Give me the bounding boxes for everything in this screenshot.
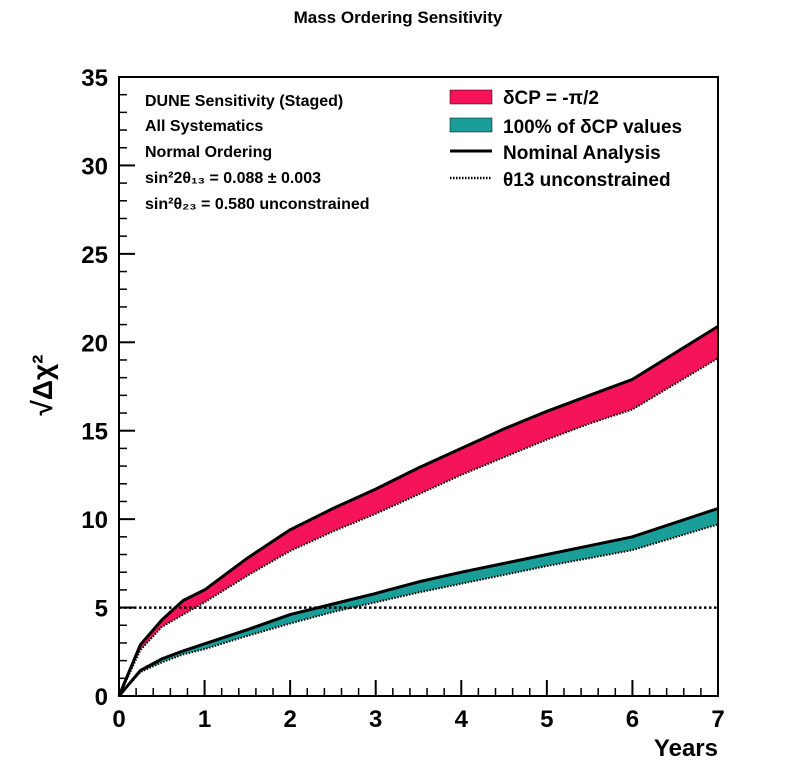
bands-layer [119, 326, 718, 696]
info-line-1: DUNE Sensitivity (Staged) [145, 93, 343, 110]
info-box: DUNE Sensitivity (Staged) All Systematic… [145, 93, 370, 213]
y-tick-label: 10 [81, 507, 108, 534]
x-tick-label: 5 [540, 706, 553, 733]
info-line-5: sin²θ₂₃ = 0.580 unconstrained [145, 196, 370, 213]
y-tick-label: 20 [81, 330, 108, 357]
y-tick-label: 35 [81, 65, 108, 92]
info-line-3: Normal Ordering [145, 144, 272, 161]
legend-label-unconstrained: θ13 unconstrained [503, 170, 671, 191]
y-axis-label: √Δχ² [27, 355, 58, 416]
band-series-0 [119, 326, 718, 696]
legend-label-dcp: δCP = -π/2 [503, 88, 599, 109]
x-tick-label: 6 [626, 706, 639, 733]
x-tick-label: 4 [455, 706, 469, 733]
lines-layer [117, 325, 719, 697]
x-tick-label: 2 [283, 706, 296, 733]
unconstrained-line-series-0 [118, 357, 719, 697]
nominal-line-series-0 [117, 325, 719, 697]
chart-title: Mass Ordering Sensitivity [294, 8, 503, 27]
info-line-2: All Systematics [145, 118, 263, 135]
y-tick-label: 30 [81, 153, 108, 180]
x-tick-label: 3 [369, 706, 382, 733]
y-tick-label: 0 [95, 684, 108, 711]
legend-swatch-dcp [449, 89, 493, 105]
x-tick-label: 1 [198, 706, 211, 733]
x-axis-label: Years [654, 735, 718, 762]
band-series-1 [119, 508, 718, 696]
info-line-4: sin²2θ₁₃ = 0.088 ± 0.003 [145, 170, 321, 187]
x-tick-label: 7 [711, 706, 724, 733]
y-tick-label: 25 [81, 242, 108, 269]
legend-swatch-all-dcp [449, 117, 493, 133]
y-tick-label: 15 [81, 419, 108, 446]
y-tick-label: 5 [95, 596, 108, 623]
y-tick-labels: 0 5 10 15 20 25 30 35 [81, 65, 108, 711]
legend-label-nominal: Nominal Analysis [503, 143, 661, 164]
legend-label-all-dcp: 100% of δCP values [503, 117, 682, 138]
axis-ticks [118, 76, 719, 697]
plot-frame [118, 76, 719, 697]
nominal-line-series-1 [117, 507, 719, 697]
legend: δCP = -π/2 100% of δCP values Nominal An… [449, 88, 682, 191]
x-tick-label: 0 [112, 706, 125, 733]
x-tick-labels: 0 1 2 3 4 5 6 7 [112, 706, 724, 733]
